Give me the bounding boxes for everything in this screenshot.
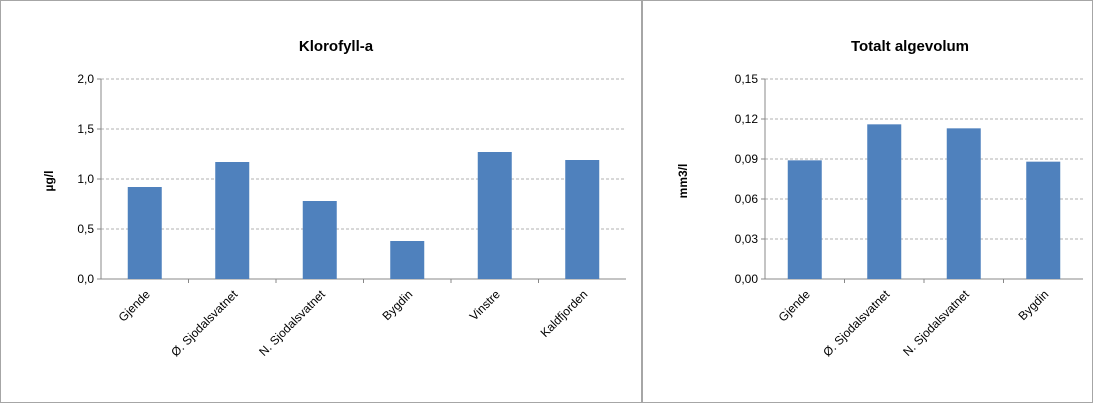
y-tick-label: 0,5 xyxy=(77,222,94,236)
y-tick-label: 0,03 xyxy=(735,232,759,246)
y-axis-label: mm3/l xyxy=(676,164,690,199)
algevolum-chart: Totalt algevolum mm3/l 0,000,030,060,090… xyxy=(676,38,1083,359)
bar xyxy=(477,152,512,279)
y-axis-label: µg/l xyxy=(42,171,56,192)
x-tick-label: Kaldfjorden xyxy=(538,287,591,340)
x-tick-label: Ø. Sjodalsvatnet xyxy=(168,287,241,360)
y-tick-label: 1,5 xyxy=(77,122,94,136)
x-tick-label: Ø. Sjodalsvatnet xyxy=(820,287,893,360)
x-tick-label: Bygdin xyxy=(380,287,416,323)
y-tick-label: 0,12 xyxy=(735,112,759,126)
x-tick-label: Gjende xyxy=(776,287,813,324)
chart-panel-klorofyll: Klorofyll-a µg/l 0,0 0,5 1,0 1,5 2,0 Gjende Ø.… xyxy=(0,0,642,403)
y-tick-label: 0,15 xyxy=(735,72,759,86)
klorofyll-chart: Klorofyll-a µg/l 0,0 0,5 1,0 1,5 2,0 Gjende Ø.… xyxy=(42,38,626,359)
bar xyxy=(867,124,902,279)
x-tick-label: Gjende xyxy=(116,287,153,324)
bar xyxy=(565,160,600,279)
chart-title: Klorofyll-a xyxy=(299,38,374,55)
y-tick-label: 2,0 xyxy=(77,72,94,86)
x-tick-label: N. Sjodalsvatnet xyxy=(256,287,328,359)
x-tick-label: Bygdin xyxy=(1016,287,1052,323)
x-tick-label: Vinstre xyxy=(467,287,503,323)
bar xyxy=(787,160,822,279)
bar xyxy=(302,201,337,279)
y-tick-label: 0,09 xyxy=(735,152,759,166)
chart-panel-algevolum: Totalt algevolum mm3/l 0,00 0,03 0,06 0,09 0… xyxy=(642,0,1093,403)
plot-area: 0,00 0,03 0,06 0,09 0,12 0,15 Gjende Ø. Sjodals… xyxy=(735,72,1083,359)
y-tick-label: 1,0 xyxy=(77,172,94,186)
y-tick-label: 0,06 xyxy=(735,192,759,206)
chart-title: Totalt algevolum xyxy=(851,38,969,55)
y-tick-label: 0,00 xyxy=(735,272,759,286)
bar xyxy=(127,187,162,279)
y-tick-label: 0,0 xyxy=(77,272,94,286)
x-tick-label: N. Sjodalsvatnet xyxy=(900,287,972,359)
bar xyxy=(946,128,981,279)
bar xyxy=(390,241,425,279)
bar xyxy=(1026,161,1061,279)
plot-area: 0,0 0,5 1,0 1,5 2,0 Gjende Ø. Sjodalsvatnet N. … xyxy=(77,72,626,359)
bar xyxy=(215,162,250,279)
